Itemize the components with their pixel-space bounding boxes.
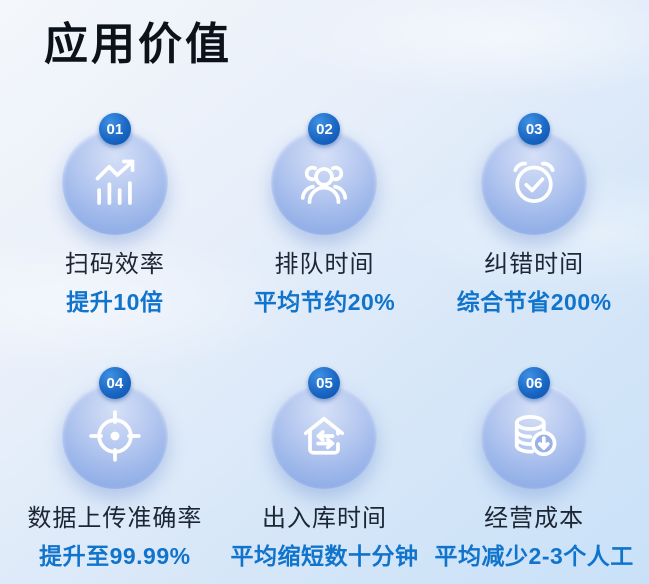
value-item-5: 05 出入库时间 平均缩短数十分钟 xyxy=(220,367,430,571)
item-icon-circle xyxy=(271,129,378,235)
people-group-icon xyxy=(301,165,348,204)
trend-up-chart-icon xyxy=(95,159,135,205)
item-icon-circle xyxy=(271,383,378,489)
value-item-2: 02 排队时间 平均节约20% xyxy=(220,113,430,317)
item-title: 纠错时间 xyxy=(484,251,585,278)
item-number-badge: 05 xyxy=(308,367,341,399)
value-items-grid: 01 扫码效率 提升10倍 02 xyxy=(10,113,639,571)
cost-reduce-icon xyxy=(515,415,557,457)
item-number-badge: 02 xyxy=(308,113,341,145)
item-value: 提升10倍 xyxy=(66,289,164,315)
item-number-badge: 03 xyxy=(518,113,551,145)
warehouse-in-out-icon xyxy=(304,416,345,455)
page-title: 应用价值 xyxy=(44,20,232,69)
item-title: 出入库时间 xyxy=(261,505,387,532)
value-item-1: 01 扫码效率 提升10倍 xyxy=(10,113,220,317)
item-value: 平均减少2-3个人工 xyxy=(434,543,634,569)
value-item-6: 06 经营成本 平均减少2-3个人工 xyxy=(429,367,639,571)
item-icon-circle xyxy=(481,129,588,235)
item-title: 排队时间 xyxy=(274,251,375,278)
item-value: 平均缩短数十分钟 xyxy=(230,543,419,569)
item-title: 数据上传准确率 xyxy=(27,505,203,532)
value-item-4: 04 数据上传准确率 提升至99.99% xyxy=(10,367,220,571)
item-number-badge: 01 xyxy=(98,113,131,145)
alarm-clock-check-icon xyxy=(513,161,555,203)
item-icon-circle xyxy=(61,129,168,235)
target-icon xyxy=(89,410,141,462)
item-icon-circle xyxy=(481,383,588,489)
value-item-3: 03 纠错时间 综合节省200% xyxy=(429,113,639,317)
item-title: 经营成本 xyxy=(484,505,585,532)
item-value: 提升至99.99% xyxy=(39,543,191,569)
item-value: 平均节约20% xyxy=(253,289,396,315)
item-value: 综合节省200% xyxy=(456,289,612,315)
item-title: 扫码效率 xyxy=(64,251,165,278)
item-number-badge: 06 xyxy=(518,367,551,399)
item-number-badge: 04 xyxy=(98,367,131,399)
item-icon-circle xyxy=(61,383,168,489)
